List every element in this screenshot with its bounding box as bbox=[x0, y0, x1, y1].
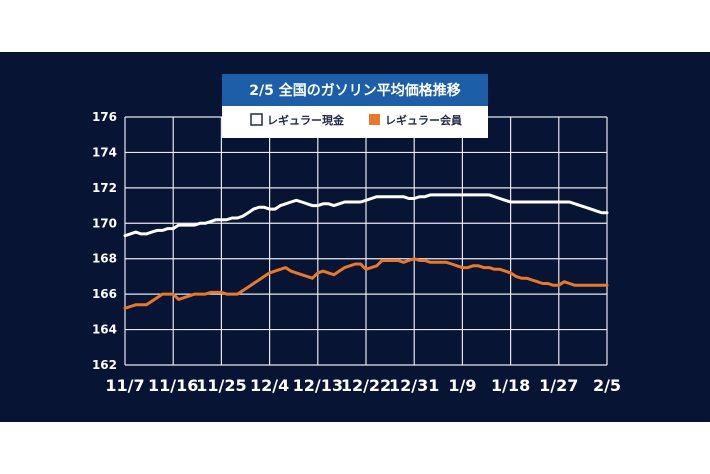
y-tick-label: 170 bbox=[92, 216, 117, 230]
horizontal-gridlines bbox=[125, 116, 607, 366]
y-tick-label: 164 bbox=[92, 323, 117, 337]
y-axis-tick-labels: 176 174 172 170 168 166 164 162 bbox=[92, 110, 117, 372]
x-tick-label: 1/18 bbox=[491, 376, 530, 395]
legend-panel bbox=[222, 106, 488, 138]
x-tick-label: 12/22 bbox=[341, 376, 391, 395]
y-tick-label: 176 bbox=[92, 110, 117, 124]
y-tick-label: 172 bbox=[92, 181, 117, 195]
title-legend-box: 2/5 全国のガソリン平均価格推移 レギュラー現金 レギュラー会員 bbox=[222, 74, 488, 138]
series-layer bbox=[123, 193, 609, 310]
y-tick-label: 174 bbox=[92, 145, 117, 159]
legend-label-cash: レギュラー現金 bbox=[267, 113, 345, 127]
chart-title: 2/5 全国のガソリン平均価格推移 bbox=[249, 82, 460, 99]
x-tick-label: 12/31 bbox=[389, 376, 439, 395]
series-line-regular-member bbox=[123, 257, 609, 310]
series-line-regular-cash bbox=[123, 193, 609, 238]
x-tick-label: 1/27 bbox=[539, 376, 578, 395]
x-tick-label: 12/4 bbox=[250, 376, 289, 395]
legend-swatch-cash bbox=[250, 113, 263, 126]
y-tick-label: 162 bbox=[92, 358, 117, 372]
chart-canvas: 176 174 172 170 168 166 164 162 11/7 11/16 11/25 1… bbox=[0, 52, 710, 422]
x-tick-label: 12/13 bbox=[293, 376, 343, 395]
legend-label-member: レギュラー会員 bbox=[385, 113, 462, 127]
x-tick-label: 1/9 bbox=[448, 376, 476, 395]
y-tick-label: 166 bbox=[92, 287, 117, 301]
y-tick-label: 168 bbox=[92, 252, 117, 266]
x-tick-label: 11/7 bbox=[105, 376, 144, 395]
x-tick-label: 11/16 bbox=[148, 376, 198, 395]
legend-swatch-member bbox=[369, 114, 380, 125]
x-tick-label: 2/5 bbox=[593, 376, 621, 395]
vertical-gridlines bbox=[124, 117, 608, 365]
title-bar bbox=[222, 74, 488, 106]
x-tick-label: 11/25 bbox=[196, 376, 246, 395]
